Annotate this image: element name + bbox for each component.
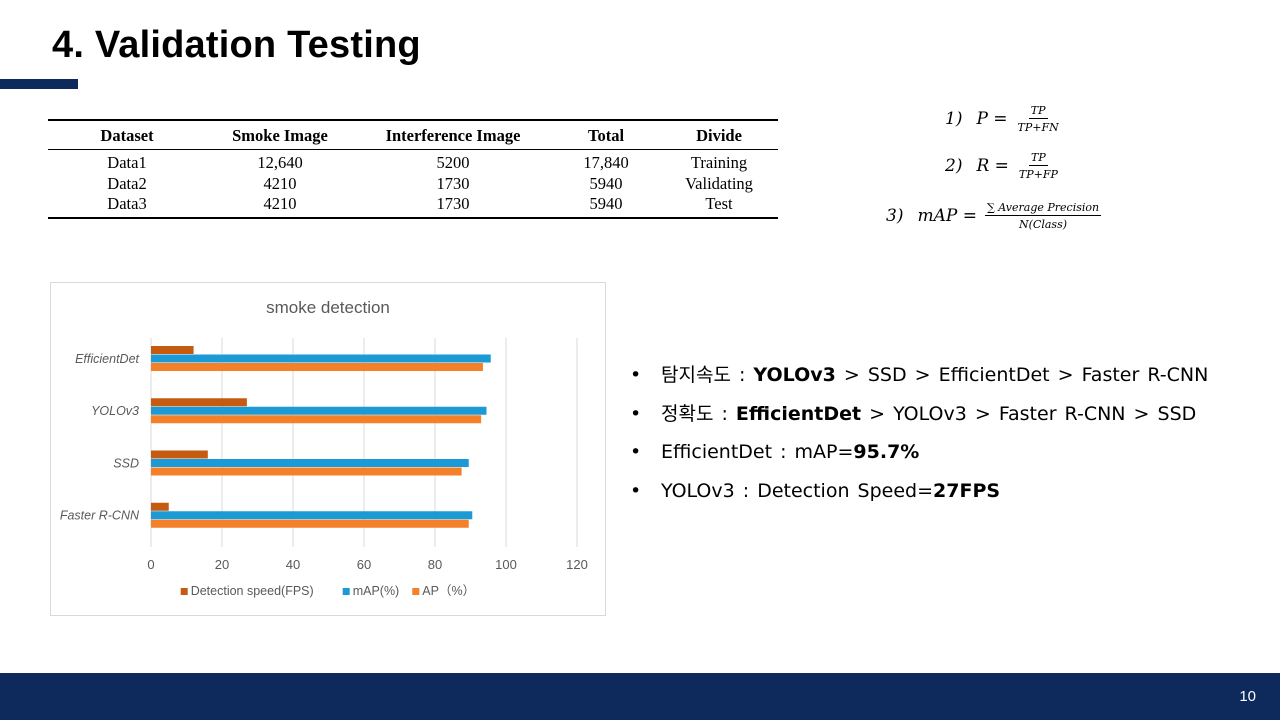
bullet-text: EfficientDet : mAP=: [661, 441, 854, 463]
bar: [151, 406, 487, 415]
bar: [151, 459, 469, 467]
findings-list: • 탐지속도 : YOLOv3 > SSD > EfficientDet > Fa…: [630, 362, 1208, 516]
formula-numerator: ∑ Average Precision: [984, 201, 1102, 216]
bullet-text: 정확도 :: [661, 402, 736, 425]
chart-canvas: smoke detection 0 20 40 60 80 100 120 Efficient…: [60, 298, 588, 598]
bar: [151, 511, 473, 520]
legend-swatch: [342, 588, 350, 595]
formula-number: 3): [886, 206, 904, 226]
header-interference-image: Interference Image: [354, 119, 552, 150]
legend-label: Detection speed(FPS): [191, 584, 314, 598]
cell-interference-image: 5200: [436, 153, 470, 172]
x-tick-label: 100: [495, 557, 517, 572]
x-tick-label: 40: [286, 557, 300, 572]
cell-interference-image: 1730: [436, 173, 470, 193]
formula-lhs: P =: [976, 109, 1008, 129]
cell-divide: Validating: [685, 173, 753, 193]
bullet-text: YOLOv3 : Detection Speed=: [661, 479, 934, 502]
y-category-label: YOLOv3: [91, 404, 139, 418]
list-item: • YOLOv3 : Detection Speed=27FPS: [630, 478, 1208, 517]
formula-denominator: TP+FN: [1017, 121, 1059, 134]
bullet-marker: •: [630, 441, 642, 463]
formula-number: 1): [945, 109, 963, 129]
legend-swatch: [180, 588, 188, 595]
cell-smoke-image: 4210: [206, 194, 354, 219]
formula-denominator: N(Class): [1019, 218, 1068, 231]
bullet-highlight: 95.7%: [853, 441, 920, 463]
bar: [151, 502, 169, 511]
page-number: 10: [1239, 688, 1256, 705]
table-row: Data1 12,640 5200 17,840 Training: [48, 150, 778, 174]
formula-numerator: TP: [1028, 104, 1048, 119]
formula-numerator: TP: [1029, 151, 1048, 166]
header-smoke-image: Smoke Image: [206, 119, 354, 150]
x-tick-label: 80: [428, 557, 442, 572]
bullet-text: > YOLOv3 > Faster R-CNN > SSD: [861, 402, 1197, 425]
bullet-text: > SSD > EfficientDet > Faster R-CNN: [835, 364, 1209, 386]
bullet-marker: •: [630, 364, 642, 386]
smoke-detection-chart: smoke detection 0 20 40 60 80 100 120 Efficient…: [50, 282, 606, 616]
x-tick-label: 0: [147, 557, 154, 572]
header-total: Total: [552, 119, 660, 150]
formula-fraction: ∑ Average Precision N(Class): [984, 201, 1102, 231]
legend-label: AP（%）: [422, 584, 475, 598]
dataset-table: Dataset Smoke Image Interference Image T…: [48, 119, 778, 219]
bar: [151, 346, 194, 354]
bar: [151, 450, 208, 459]
cell-total: 5940: [589, 173, 623, 193]
x-tick-label: 120: [566, 557, 588, 572]
cell-total: 5940: [552, 194, 660, 219]
table-row: Data3 4210 1730 5940 Test: [48, 194, 778, 219]
cell-divide: Test: [660, 194, 778, 219]
y-category-label: EfficientDet: [75, 352, 139, 366]
x-tick-label: 60: [357, 557, 371, 572]
formula-number: 2): [945, 156, 963, 176]
bullet-highlight: 27FPS: [933, 479, 1001, 502]
legend-label: mAP(%): [353, 584, 400, 598]
bullet-highlight: YOLOv3: [753, 364, 836, 386]
y-category-label: SSD: [113, 456, 139, 470]
bar: [151, 398, 247, 407]
cell-dataset: Data1: [107, 153, 147, 172]
list-item: • 정확도 : EfficientDet > YOLOv3 > Faster R-…: [630, 401, 1208, 440]
chart-title: smoke detection: [266, 298, 390, 317]
cell-dataset: Data2: [107, 173, 147, 193]
slide-title: 4. Validation Testing: [52, 24, 421, 66]
cell-dataset: Data3: [48, 194, 206, 219]
y-category-label: Faster R-CNN: [60, 509, 140, 523]
header-divide: Divide: [660, 119, 778, 150]
cell-interference-image: 1730: [354, 194, 552, 219]
formula-map: 3) mAP = ∑ Average Precision N(Class): [886, 201, 1102, 231]
bar: [151, 415, 482, 424]
cell-smoke-image: 12,640: [257, 153, 303, 172]
formula-fraction: TP TP+FP: [1017, 151, 1060, 181]
bullet-highlight: EfficientDet: [735, 402, 862, 425]
formula-lhs: mAP =: [917, 206, 977, 226]
title-accent-bar: [0, 79, 78, 89]
formula-lhs: R =: [976, 156, 1009, 176]
formula-fraction: TP TP+FN: [1016, 104, 1061, 134]
bar: [151, 467, 462, 476]
cell-total: 17,840: [583, 153, 629, 172]
footer-bar: 10: [0, 673, 1280, 720]
bullet-marker: •: [630, 479, 642, 502]
header-dataset: Dataset: [48, 119, 206, 150]
x-tick-label: 20: [215, 557, 229, 572]
bar: [151, 363, 483, 371]
bar: [151, 519, 469, 528]
bullet-text: 탐지속도 :: [661, 364, 754, 386]
cell-divide: Training: [690, 153, 748, 172]
formula-denominator: TP+FP: [1018, 168, 1058, 181]
cell-smoke-image: 4210: [263, 173, 297, 193]
formula-precision: 1) P = TP TP+FN: [945, 104, 1061, 134]
bar: [151, 354, 491, 363]
table-header-row: Dataset Smoke Image Interference Image T…: [48, 119, 778, 150]
list-item: • 탐지속도 : YOLOv3 > SSD > EfficientDet > Fa…: [630, 362, 1208, 401]
bullet-marker: •: [630, 402, 642, 425]
legend-swatch: [412, 588, 420, 595]
formula-recall: 2) R = TP TP+FP: [945, 151, 1060, 181]
list-item: • EfficientDet : mAP=95.7%: [630, 439, 1208, 478]
table-row: Data2 4210 1730 5940 Validating: [48, 174, 778, 195]
